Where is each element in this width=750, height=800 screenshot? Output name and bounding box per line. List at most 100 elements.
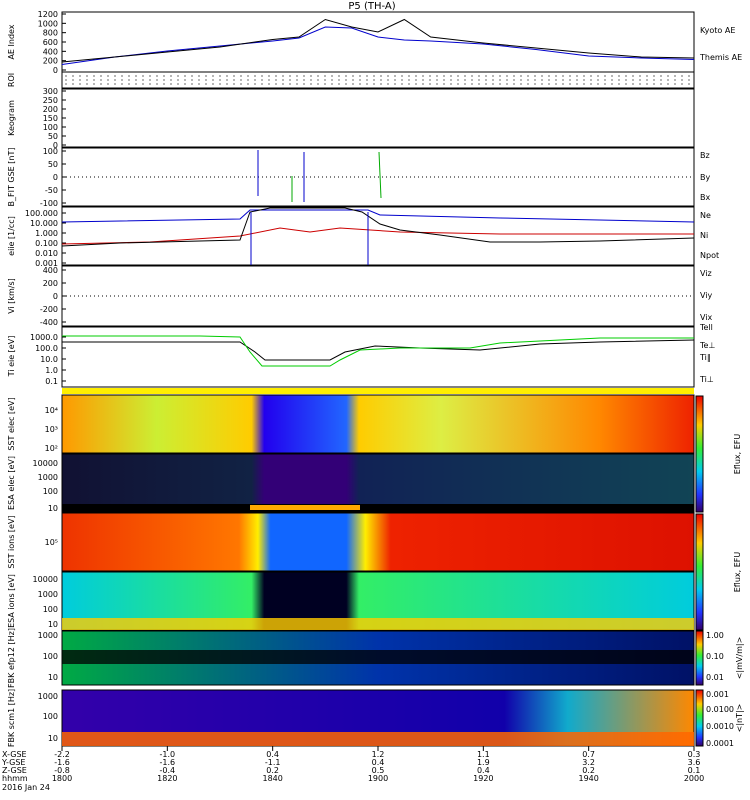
roi-dot (359, 75, 361, 77)
density-tick: 0.001 (35, 259, 58, 268)
roi-dot (576, 75, 578, 77)
bfit-tick: 100 (43, 147, 58, 156)
x-tick-y: 3.2 (582, 758, 595, 767)
cbar-bottom-label: Eflux, EFU (733, 552, 742, 593)
density-ylabel: eiie [1/cc] (7, 216, 16, 256)
roi-dot (667, 83, 669, 85)
roi-dot (646, 75, 648, 77)
roi-dot (394, 83, 396, 85)
spectrogram-fbk-bfield: FBK scm1 [Hz] 1000 100 10 (7, 689, 695, 747)
roi-dot (268, 79, 270, 81)
roi-dot (282, 83, 284, 85)
temperature-ylabel: Ti eie [eV] (7, 336, 16, 378)
roi-dot (527, 79, 529, 81)
ae-tick: 0 (53, 66, 58, 75)
roi-dot (590, 79, 592, 81)
x-tick-y: 0.4 (372, 758, 385, 767)
keogram-ylabel: Keogram (7, 100, 16, 136)
roi-dot (618, 83, 620, 85)
roi-dot (478, 83, 480, 85)
roi-dot (597, 75, 599, 77)
roi-dot (366, 75, 368, 77)
colorbar-eflux-top: Eflux, EFU (695, 395, 742, 513)
roi-dot (625, 75, 627, 77)
keogram-tick: 300 (43, 87, 58, 96)
roi-dot (429, 75, 431, 77)
roi-dot (471, 83, 473, 85)
roi-dot (492, 79, 494, 81)
ae-tick: 1000 (38, 19, 58, 28)
roi-dot (534, 79, 536, 81)
roi-dot (394, 75, 396, 77)
x-tick-z: 0.5 (372, 766, 385, 775)
roi-dot (72, 83, 74, 85)
x-tick-t: 1820 (157, 774, 177, 783)
roi-dot (485, 75, 487, 77)
x-tick-y: 1.9 (477, 758, 490, 767)
roi-dot (163, 79, 165, 81)
cbar-fbk-e-label: <|mV/m|> (735, 637, 744, 680)
roi-dot (422, 83, 424, 85)
roi-dot (317, 83, 319, 85)
roi-dot (632, 79, 634, 81)
roi-dot (184, 75, 186, 77)
roi-dot (457, 79, 459, 81)
roi-dot (324, 83, 326, 85)
density-tick: 100.000 (25, 209, 58, 218)
roi-dot (415, 83, 417, 85)
x-tick-x: 0.4 (266, 750, 279, 759)
roi-dot (443, 83, 445, 85)
roi-dot (555, 75, 557, 77)
roi-dot (499, 83, 501, 85)
roi-dot (226, 79, 228, 81)
roi-dot (338, 79, 340, 81)
roi-dot (331, 79, 333, 81)
density-tick: 0.010 (35, 249, 58, 258)
x-axis: X-GSE Y-GSE Z-GSE hhmm 2016 Jan 24 -2.2-… (1, 746, 704, 792)
roi-dot (366, 83, 368, 85)
roi-dot (79, 79, 81, 81)
sst-ions-tick-1: 10⁵ (45, 538, 58, 547)
roi-dot (646, 83, 648, 85)
keogram-tick: 200 (43, 105, 58, 114)
roi-dot (121, 79, 123, 81)
roi-dot (72, 75, 74, 77)
series-line-themis-ae (61, 18, 695, 63)
ae-tick: 400 (43, 47, 58, 56)
fbk-b-tick-1: 1000 (38, 692, 58, 701)
roi-dot (177, 79, 179, 81)
roi-dot (156, 79, 158, 81)
roi-dot (359, 83, 361, 85)
roi-dot (233, 83, 235, 85)
bfit-tick: 0 (53, 173, 58, 182)
roi-dot (625, 83, 627, 85)
roi-dot (653, 75, 655, 77)
x-row-label-z: Z-GSE (2, 766, 27, 775)
roi-dot (499, 79, 501, 81)
roi-dot (296, 83, 298, 85)
x-tick-x: 0.7 (582, 750, 595, 759)
roi-dot (408, 83, 410, 85)
roi-dot (233, 75, 235, 77)
roi-dot (303, 79, 305, 81)
roi-dot (373, 83, 375, 85)
x-tick-y: 3.6 (688, 758, 701, 767)
velocity-tick: 400 (43, 266, 58, 275)
x-tick-t: 1920 (473, 774, 493, 783)
roi-dot (492, 75, 494, 77)
roi-dot (513, 79, 515, 81)
legend-tipar: Ti‖ (699, 353, 711, 362)
roi-dot (597, 83, 599, 85)
cbar-fbk-e-tick-3: 0.01 (706, 673, 724, 682)
velocity-tick: 0 (53, 292, 58, 301)
roi-dot (219, 79, 221, 81)
roi-dot (191, 79, 193, 81)
roi-dot (86, 83, 88, 85)
roi-dot (170, 79, 172, 81)
roi-dot (611, 75, 613, 77)
roi-dot (408, 75, 410, 77)
roi-dot (198, 83, 200, 85)
roi-dot (100, 75, 102, 77)
roi-ylabel: ROI (7, 73, 16, 87)
roi-dot (107, 75, 109, 77)
